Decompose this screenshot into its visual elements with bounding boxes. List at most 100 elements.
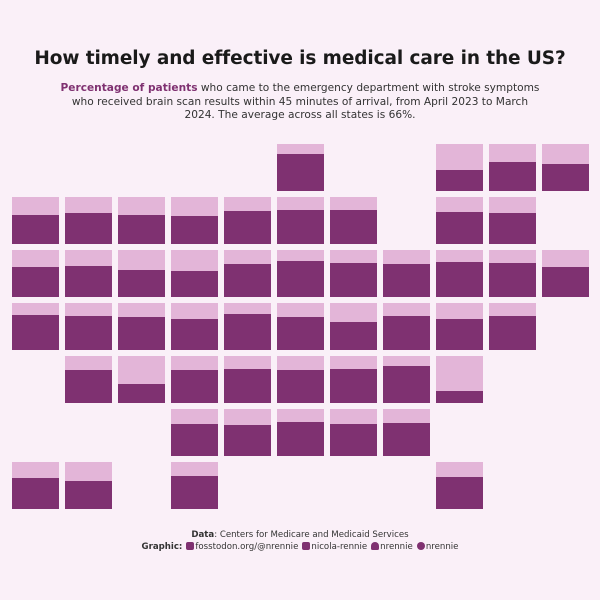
state-tile	[171, 462, 218, 509]
state-tile	[383, 409, 430, 456]
state-tile	[436, 303, 483, 350]
state-tile	[224, 250, 271, 297]
state-tile	[12, 303, 59, 350]
mastodon-icon	[186, 541, 195, 550]
state-tile	[118, 197, 165, 244]
state-tile	[277, 303, 324, 350]
state-tile-value-bar	[12, 478, 59, 509]
state-tile	[224, 303, 271, 350]
state-tile	[383, 250, 430, 297]
state-tile-value-bar	[171, 271, 218, 297]
state-tile-value-bar	[65, 213, 112, 244]
state-tile-value-bar	[65, 266, 112, 297]
state-tile	[436, 250, 483, 297]
state-tile	[489, 303, 536, 350]
state-tile	[330, 356, 377, 403]
state-tile-value-bar	[118, 384, 165, 403]
state-tile	[65, 303, 112, 350]
state-tile	[277, 197, 324, 244]
state-tile-value-bar	[12, 214, 59, 244]
subtitle-text: who came to the emergency department wit…	[71, 82, 540, 122]
state-tile	[330, 303, 377, 350]
state-tile	[12, 462, 59, 509]
state-tile-value-bar	[277, 210, 324, 244]
state-tile	[542, 250, 589, 297]
state-tile-value-bar	[277, 370, 324, 403]
state-tile	[277, 144, 324, 191]
state-tile-value-bar	[330, 263, 377, 297]
state-tile-value-bar	[489, 316, 536, 350]
state-tile	[277, 356, 324, 403]
state-tile-value-bar	[224, 425, 271, 456]
graphic-credit-line: Graphic: fosstodon.org/@nrennie nicola-ren…	[0, 541, 600, 554]
state-tile-value-bar	[383, 264, 430, 297]
state-tile	[171, 356, 218, 403]
state-tile	[65, 356, 112, 403]
state-tile-value-bar	[65, 370, 112, 403]
linkedin-icon	[302, 541, 311, 550]
github-icon	[416, 541, 425, 550]
caption: Data: Centers for Medicare and Medicaid …	[0, 530, 600, 553]
state-tile	[171, 197, 218, 244]
state-tile-value-bar	[171, 215, 218, 244]
state-tile	[224, 356, 271, 403]
state-tile-value-bar	[436, 262, 483, 297]
state-tile	[489, 144, 536, 191]
state-tile	[171, 250, 218, 297]
graphic-label: Graphic:	[141, 541, 183, 552]
credit-link-linkedin[interactable]: nicola-rennie	[311, 541, 368, 552]
state-tile-value-bar	[224, 313, 271, 350]
data-source-text: : Centers for Medicare and Medicaid Serv…	[214, 530, 409, 540]
state-tile-value-bar	[542, 164, 589, 191]
credit-link-github[interactable]: nrennie	[425, 541, 459, 552]
state-tile-value-bar	[65, 480, 112, 509]
state-tile	[383, 303, 430, 350]
state-tile-value-bar	[489, 161, 536, 191]
state-tile	[118, 250, 165, 297]
state-tile	[277, 250, 324, 297]
state-tile	[277, 409, 324, 456]
state-tile	[224, 409, 271, 456]
state-tile-value-bar	[330, 210, 377, 244]
state-tile	[489, 250, 536, 297]
state-tile	[65, 462, 112, 509]
state-tile-value-bar	[489, 263, 536, 297]
credit-link-bluesky[interactable]: nrennie	[380, 541, 413, 552]
state-tile-value-bar	[224, 264, 271, 297]
state-tile-value-bar	[383, 423, 430, 456]
chart-subtitle: Percentage of patients who came to the e…	[60, 82, 540, 123]
chart-title: How timely and effective is medical care…	[34, 48, 566, 69]
state-tile	[436, 462, 483, 509]
credit-link-mastodon[interactable]: fosstodon.org/@nrennie	[195, 541, 299, 552]
state-tile-value-bar	[436, 390, 483, 403]
state-tile-value-bar	[171, 476, 218, 509]
state-tile-value-bar	[65, 316, 112, 350]
state-tile	[171, 303, 218, 350]
state-tile	[12, 250, 59, 297]
state-tile	[330, 409, 377, 456]
state-tile	[12, 197, 59, 244]
state-tile	[118, 303, 165, 350]
bluesky-icon	[371, 541, 380, 550]
state-tile	[436, 144, 483, 191]
state-tile-value-bar	[12, 266, 59, 297]
state-tile-value-bar	[542, 266, 589, 297]
state-tile-value-bar	[489, 213, 536, 244]
state-tile	[383, 356, 430, 403]
state-tile	[171, 409, 218, 456]
state-tile-value-bar	[277, 260, 324, 297]
state-tile-value-bar	[277, 422, 324, 456]
data-source-line: Data: Centers for Medicare and Medicaid …	[0, 530, 600, 542]
state-tile-value-bar	[436, 319, 483, 350]
state-tile	[489, 197, 536, 244]
state-tile-value-bar	[277, 153, 324, 191]
state-tile-value-bar	[171, 370, 218, 403]
state-tile	[65, 250, 112, 297]
state-tile-value-bar	[330, 369, 377, 403]
state-tile	[436, 356, 483, 403]
state-tile-value-bar	[330, 321, 377, 350]
state-tile	[542, 144, 589, 191]
state-tile-value-bar	[436, 477, 483, 509]
state-tile-value-bar	[330, 424, 377, 456]
